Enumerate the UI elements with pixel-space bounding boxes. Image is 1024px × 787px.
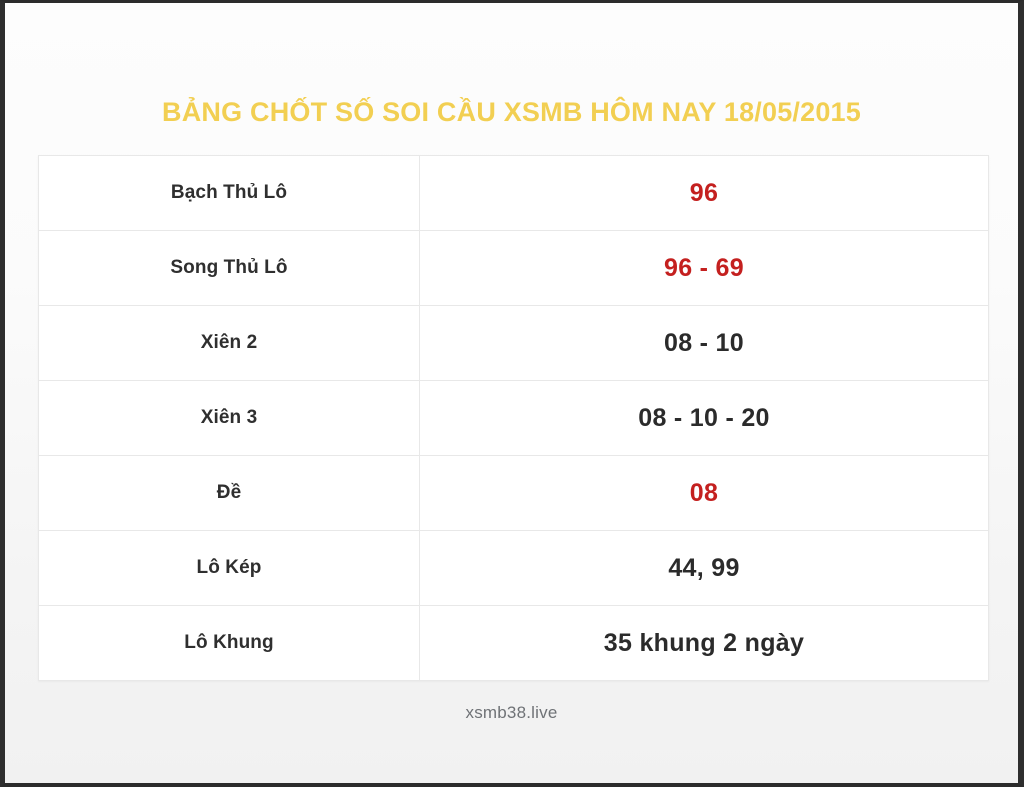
row-label: Song Thủ Lô xyxy=(170,257,288,278)
row-value-cell: 08 - 10 xyxy=(419,305,989,381)
row-value: 96 xyxy=(689,178,719,207)
row-label-cell: Bạch Thủ Lô xyxy=(38,155,420,231)
table-row: Lô Khung 35 khung 2 ngày xyxy=(38,605,989,681)
row-label: Xiên 2 xyxy=(200,332,258,353)
row-value: 08 - 10 - 20 xyxy=(638,403,770,432)
table-row: Đề 08 xyxy=(38,455,989,531)
row-label-cell: Xiên 2 xyxy=(38,305,420,381)
row-value-cell: 44, 99 xyxy=(419,530,989,606)
row-value: 96 - 69 xyxy=(664,253,744,282)
row-label: Xiên 3 xyxy=(200,407,258,428)
row-label-cell: Lô Khung xyxy=(38,605,420,681)
footer: xsmb38.live xyxy=(5,703,1018,723)
site-watermark: xsmb38.live xyxy=(465,703,558,722)
row-label-cell: Lô Kép xyxy=(38,530,420,606)
table-row: Bạch Thủ Lô 96 xyxy=(38,155,989,231)
row-value-cell: 96 - 69 xyxy=(419,230,989,306)
row-value-cell: 08 - 10 - 20 xyxy=(419,380,989,456)
row-value: 35 khung 2 ngày xyxy=(603,628,805,657)
table-row: Xiên 3 08 - 10 - 20 xyxy=(38,380,989,456)
row-value-cell: 96 xyxy=(419,155,989,231)
row-value-cell: 08 xyxy=(419,455,989,531)
row-value: 08 xyxy=(689,478,719,507)
row-label: Lô Kép xyxy=(196,557,262,578)
row-label: Lô Khung xyxy=(184,632,274,653)
page-title: BẢNG CHỐT SỐ SOI CẦU XSMB HÔM NAY 18/05/… xyxy=(162,97,861,128)
page-title-container: BẢNG CHỐT SỐ SOI CẦU XSMB HÔM NAY 18/05/… xyxy=(5,79,1018,146)
row-value: 44, 99 xyxy=(668,553,740,582)
row-label: Đề xyxy=(216,482,242,503)
row-label-cell: Đề xyxy=(38,455,420,531)
table-row: Song Thủ Lô 96 - 69 xyxy=(38,230,989,306)
row-label-cell: Xiên 3 xyxy=(38,380,420,456)
table-row: Lô Kép 44, 99 xyxy=(38,530,989,606)
soi-cau-table: Bạch Thủ Lô 96 Song Thủ Lô 96 - 69 xyxy=(38,155,989,681)
row-value: 08 - 10 xyxy=(664,328,744,357)
row-value-cell: 35 khung 2 ngày xyxy=(419,605,989,681)
row-label-cell: Song Thủ Lô xyxy=(38,230,420,306)
row-label: Bạch Thủ Lô xyxy=(170,182,288,203)
page-canvas: BẢNG CHỐT SỐ SOI CẦU XSMB HÔM NAY 18/05/… xyxy=(5,3,1018,783)
table-body: Bạch Thủ Lô 96 Song Thủ Lô 96 - 69 xyxy=(38,155,989,681)
table-row: Xiên 2 08 - 10 xyxy=(38,305,989,381)
